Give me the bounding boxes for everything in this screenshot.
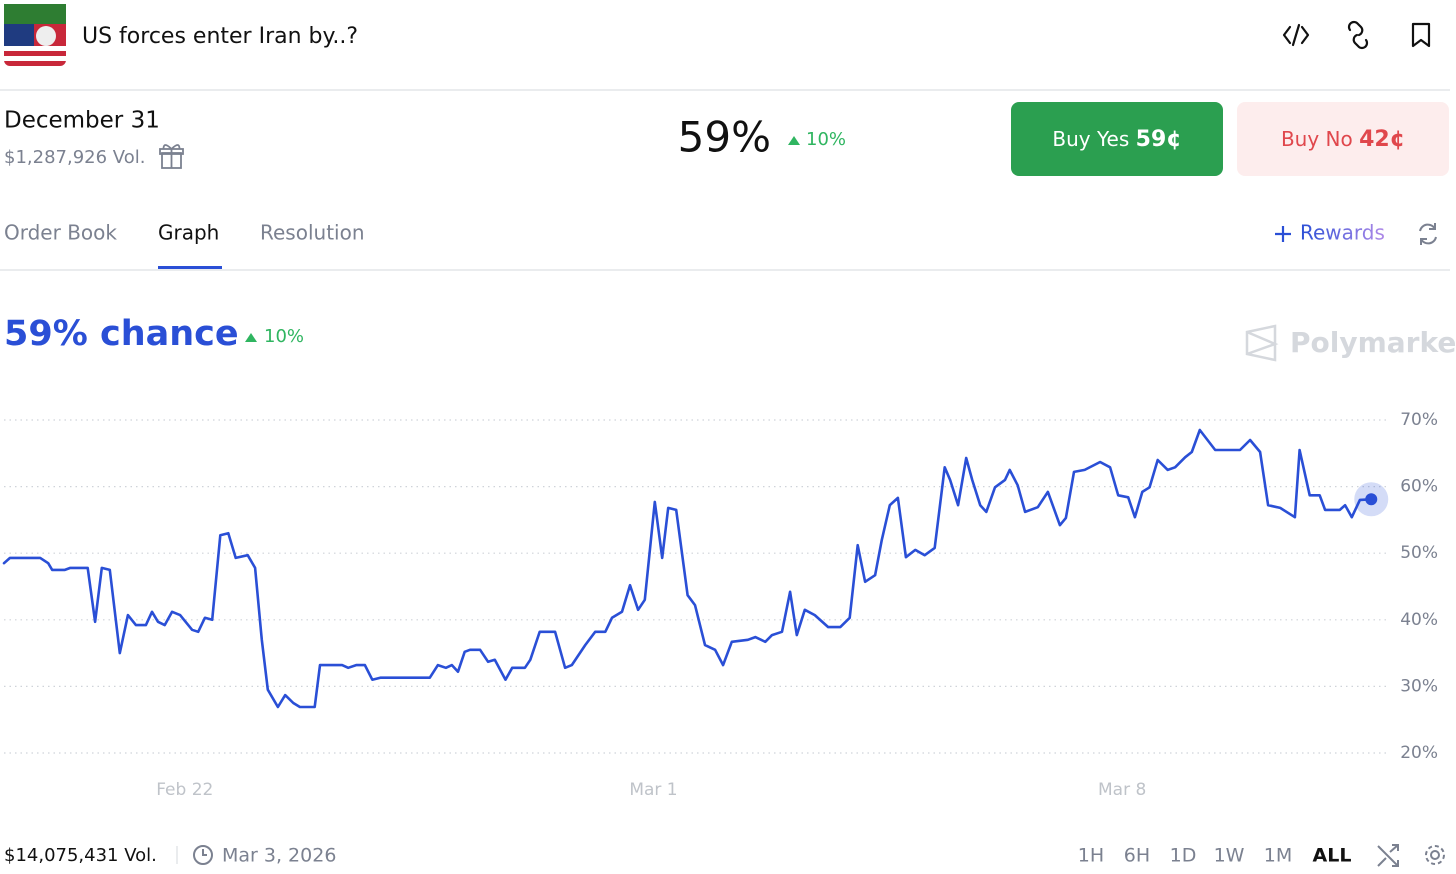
y-tick-label: 40%: [1400, 610, 1438, 630]
chart-title: 59% chance: [4, 314, 239, 354]
chart-change: 10%: [264, 326, 304, 347]
buy-no-text: Buy No: [1281, 127, 1353, 151]
range-button[interactable]: 1H: [1078, 845, 1104, 867]
x-tick-label: Mar 1: [629, 780, 677, 800]
buy-yes-label: Buy Yes 59¢: [1052, 127, 1181, 153]
plus-icon: [1275, 226, 1291, 242]
brand-watermark: Polymarket: [1290, 326, 1456, 359]
gift-icon[interactable]: [159, 144, 184, 169]
x-tick-label: Feb 22: [156, 780, 213, 800]
tab[interactable]: Order Book: [4, 221, 117, 245]
end-date: Mar 3, 2026: [222, 845, 336, 867]
outcome-date: December 31: [4, 108, 160, 134]
y-tick-label: 70%: [1400, 410, 1438, 430]
y-tick-label: 30%: [1400, 676, 1438, 696]
clock-icon: [193, 845, 213, 865]
market-title: US forces enter Iran by..?: [82, 24, 358, 49]
plot: 20% 30% 40% 50% 60% 70% Feb 22 Mar 1 Mar 8: [2, 410, 1438, 800]
end-point: [1365, 493, 1378, 506]
range-button[interactable]: 1M: [1264, 845, 1292, 867]
price-line: [2, 428, 1373, 709]
y-tick-label: 60%: [1400, 477, 1438, 497]
up-arrow: [245, 333, 257, 342]
buy-yes-button[interactable]: Buy Yes 59¢: [1011, 102, 1223, 176]
buy-no-button[interactable]: Buy No 42¢: [1237, 102, 1449, 176]
up-arrow: [788, 136, 800, 145]
brand-logo: [1245, 324, 1279, 362]
outcome-volume: $1,287,926 Vol.: [4, 147, 145, 168]
range-button[interactable]: 6H: [1124, 845, 1150, 867]
buy-yes-text: Buy Yes: [1052, 127, 1129, 151]
bookmark-icon[interactable]: [1411, 22, 1431, 48]
rewards-link[interactable]: Rewards: [1300, 221, 1385, 245]
tab-active[interactable]: Graph: [158, 221, 219, 245]
range-button-active[interactable]: ALL: [1313, 845, 1352, 867]
market-icon: [4, 4, 66, 66]
refresh-icon[interactable]: [1419, 223, 1437, 245]
settings-icon[interactable]: [1425, 845, 1445, 865]
yes-price: 59¢: [1136, 127, 1182, 152]
total-volume: $14,075,431 Vol.: [4, 845, 157, 866]
y-tick-label: 20%: [1400, 743, 1438, 763]
shuffle-icon[interactable]: [1377, 844, 1399, 867]
y-tick-label: 50%: [1400, 543, 1438, 563]
no-price: 42¢: [1359, 127, 1405, 152]
embed-icon[interactable]: [1282, 23, 1310, 47]
tab[interactable]: Resolution: [260, 221, 365, 245]
range-button[interactable]: 1W: [1214, 845, 1245, 867]
buy-no-label: Buy No 42¢: [1281, 127, 1405, 153]
range-button[interactable]: 1D: [1170, 845, 1197, 867]
link-icon[interactable]: [1347, 20, 1369, 50]
outcome-price: 59%: [678, 113, 771, 162]
price-change: 10%: [806, 129, 846, 150]
x-tick-label: Mar 8: [1098, 780, 1146, 800]
tab-underline: [158, 266, 222, 269]
